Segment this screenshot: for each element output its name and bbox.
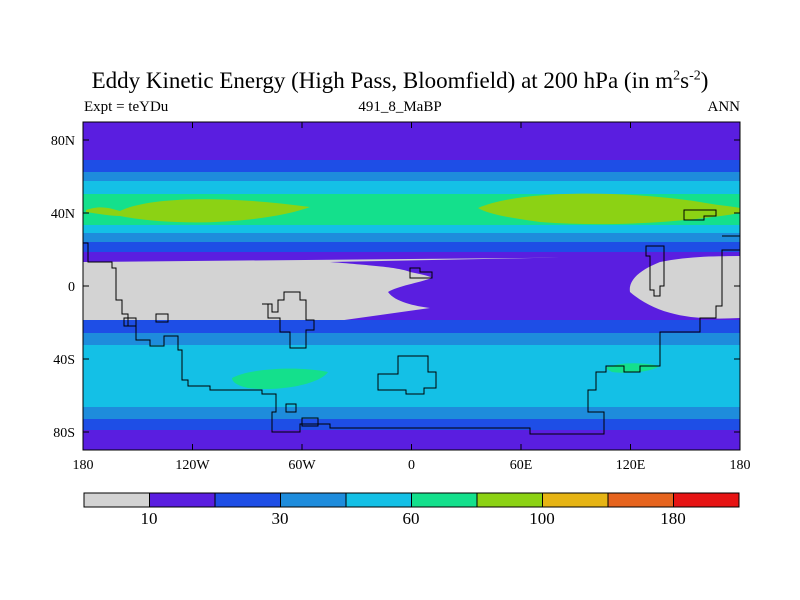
band-nh-60-80-west bbox=[86, 199, 310, 223]
colorbar bbox=[83, 492, 740, 508]
x-tick-label: 120E bbox=[616, 458, 646, 473]
coast-pacific-islands bbox=[123, 313, 169, 327]
colorbar-swatch bbox=[214, 492, 281, 508]
band-sh-45-60 bbox=[232, 368, 328, 390]
y-axis-ticks bbox=[83, 139, 740, 433]
x-tick-label: 180 bbox=[73, 458, 94, 473]
contour-fill bbox=[83, 122, 740, 450]
colorbar-label: 180 bbox=[660, 509, 686, 528]
colorbar-label: 10 bbox=[141, 509, 158, 528]
colorbar-swatch bbox=[542, 492, 609, 508]
coast-island-2 bbox=[301, 417, 319, 427]
season-label: ANN bbox=[707, 99, 741, 115]
coast-atlantic-island bbox=[409, 267, 433, 279]
colorbar-label: 30 bbox=[272, 509, 289, 528]
colorbar-label: 100 bbox=[529, 509, 555, 528]
y-tick-label: 0 bbox=[68, 280, 75, 295]
x-tick-label: 0 bbox=[408, 458, 415, 473]
y-tick-labels: 80N 40N 0 40S 80S bbox=[51, 134, 75, 441]
band-sh-30-45 bbox=[83, 345, 740, 407]
run-id-label: 491_8_MaBP bbox=[358, 99, 442, 115]
colorbar-swatch bbox=[149, 492, 216, 508]
y-tick-label: 80N bbox=[51, 134, 75, 149]
colorbar-swatch bbox=[345, 492, 412, 508]
x-tick-label: 120W bbox=[175, 458, 210, 473]
coast-north-east bbox=[683, 209, 717, 221]
colorbar-label: 60 bbox=[403, 509, 420, 528]
x-tick-label: 180 bbox=[730, 458, 751, 473]
tropical-tongue-atlantic bbox=[330, 254, 740, 322]
colorbar-swatch bbox=[607, 492, 674, 508]
colorbar-labels: 10 30 60 100 180 bbox=[141, 509, 686, 528]
colorbar-swatch bbox=[83, 492, 150, 508]
colorbar-swatch bbox=[411, 492, 478, 508]
coast-south-america bbox=[262, 291, 315, 349]
coastlines bbox=[83, 209, 740, 435]
map-title: Eddy Kinetic Energy (High Pass, Bloomfie… bbox=[91, 68, 709, 93]
experiment-label: Expt = teYDu bbox=[84, 99, 169, 115]
coast-asia-east bbox=[645, 245, 665, 297]
coast-north-america bbox=[83, 242, 740, 435]
y-tick-label: 40N bbox=[51, 207, 75, 222]
y-tick-label: 80S bbox=[53, 426, 75, 441]
x-axis-ticks bbox=[82, 122, 741, 450]
colorbar-swatch bbox=[476, 492, 543, 508]
x-tick-label: 60E bbox=[510, 458, 533, 473]
x-tick-labels: 180 120W 60W 0 60E 120E 180 bbox=[73, 458, 751, 473]
colorbar-swatch bbox=[280, 492, 347, 508]
y-tick-label: 40S bbox=[53, 353, 75, 368]
coast-africa bbox=[377, 355, 437, 395]
colorbar-swatch bbox=[673, 492, 740, 508]
band-nh-60-80-east bbox=[478, 193, 740, 225]
coast-island-1 bbox=[285, 403, 297, 413]
x-tick-label: 60W bbox=[288, 458, 316, 473]
